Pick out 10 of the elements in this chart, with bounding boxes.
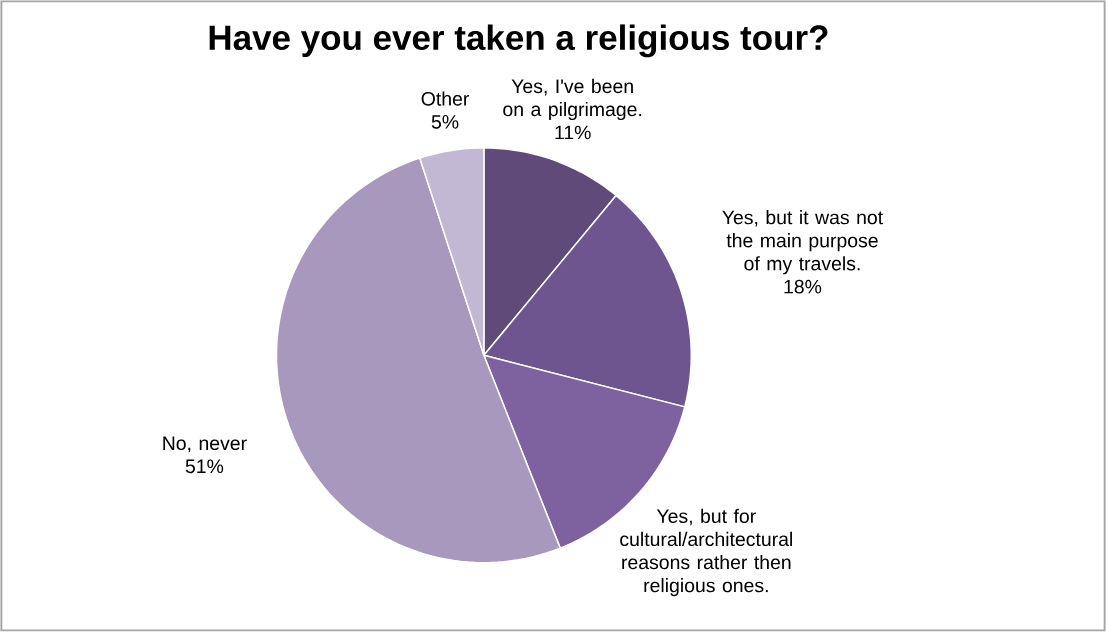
- data-label: 5%: [431, 115, 459, 129]
- data-label: 18%: [784, 279, 822, 294]
- slice-label: No, never: [163, 436, 247, 453]
- data-label: 51%: [185, 459, 224, 474]
- slice-label: Yes, but it was not the main purpose of my travels.: [722, 210, 883, 275]
- slice-label: Yes, but for cultural/architectural reasons rather then religious ones.: [620, 508, 792, 597]
- chart-title: Have you ever taken a religious tour?: [209, 24, 828, 58]
- slice-label: Other: [421, 91, 470, 106]
- slice-label: Yes, I've been on a pilgrimage.: [503, 78, 642, 121]
- data-label: 11%: [555, 125, 591, 140]
